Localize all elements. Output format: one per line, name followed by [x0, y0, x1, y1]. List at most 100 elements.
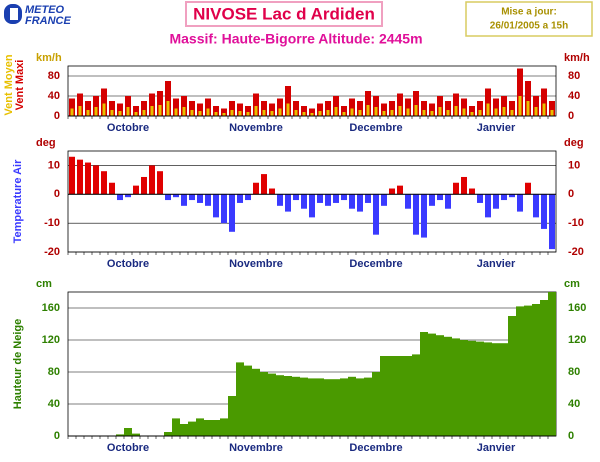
bar [373, 194, 379, 235]
bar [389, 101, 395, 116]
bar [77, 159, 83, 195]
bar [437, 194, 443, 201]
bar [524, 305, 532, 436]
bar [237, 194, 243, 203]
bar [316, 378, 324, 436]
bar [85, 101, 91, 116]
bar [172, 418, 180, 436]
bar [550, 110, 554, 116]
bar [102, 103, 106, 116]
bar [477, 194, 483, 203]
bar [492, 343, 500, 436]
bar [188, 421, 196, 436]
bar [197, 103, 203, 116]
bar [180, 424, 188, 436]
bar [77, 93, 83, 116]
bar [213, 106, 219, 116]
bar [405, 194, 411, 209]
bar [446, 110, 450, 116]
y-tick-label: 40 [568, 398, 580, 410]
bar [485, 88, 491, 116]
legend-label: Vent Moyen [3, 54, 15, 115]
legend-label: Vent Maxi [14, 60, 26, 111]
bar [244, 365, 252, 436]
x-tick-label: Novembre [229, 442, 283, 454]
bar [261, 101, 267, 116]
update-text: 26/01/2005 a 15h [490, 21, 568, 32]
bar [268, 373, 276, 436]
bar [381, 194, 387, 206]
bar [285, 194, 291, 212]
bar [221, 194, 227, 224]
bar [493, 194, 499, 209]
y-tick-label: 0 [568, 430, 574, 442]
bar [486, 103, 490, 116]
unit-label: deg [36, 137, 56, 149]
update-text: Mise a jour: [501, 7, 557, 18]
bar [500, 343, 508, 436]
bar [284, 376, 292, 436]
bar [396, 356, 404, 436]
bar [372, 372, 380, 436]
bar [388, 356, 396, 436]
bar [133, 106, 139, 116]
bar [534, 107, 538, 116]
bar [308, 378, 316, 436]
subtitle: Massif: Haute-Bigorre Altitude: 2445m [169, 31, 422, 47]
bar [70, 108, 74, 116]
y-tick-label: 0 [568, 110, 574, 122]
y-tick-label: 0 [54, 110, 60, 122]
bar [126, 107, 130, 116]
bar [189, 101, 195, 116]
bar [405, 98, 411, 116]
bar [149, 165, 155, 195]
bar [158, 105, 162, 116]
bar [182, 107, 186, 116]
bar [358, 110, 362, 116]
bar [269, 103, 275, 116]
y-tick-label: 120 [42, 334, 60, 346]
bar [445, 194, 451, 209]
bar [109, 101, 115, 116]
bar [420, 332, 428, 436]
y-tick-label: 40 [568, 90, 580, 102]
bar [302, 112, 306, 116]
bar [293, 194, 299, 201]
bar [190, 110, 194, 116]
bar [413, 194, 419, 235]
bar [270, 111, 274, 116]
bar [197, 194, 203, 203]
bar [382, 111, 386, 116]
bar [493, 98, 499, 116]
bar [101, 88, 107, 116]
bar [350, 108, 354, 116]
y-tick-label: 160 [42, 302, 60, 314]
bar [78, 106, 82, 116]
bar [365, 91, 371, 116]
bar [397, 93, 403, 116]
bar [150, 106, 154, 116]
bar [334, 107, 338, 116]
bar [166, 101, 170, 116]
bar [294, 110, 298, 116]
bar [373, 96, 379, 116]
bar [293, 101, 299, 116]
bar [318, 111, 322, 116]
bar [470, 112, 474, 116]
unit-label: cm [36, 278, 52, 290]
bar [380, 356, 388, 436]
x-tick-label: Decembre [349, 258, 402, 270]
bar [326, 110, 330, 116]
bar [340, 378, 348, 436]
bar [525, 81, 531, 116]
y-tick-label: 80 [48, 70, 60, 82]
bar [348, 376, 356, 436]
bar [356, 378, 364, 436]
bar [414, 105, 418, 116]
bar [262, 110, 266, 116]
bar [366, 105, 370, 116]
bar [141, 176, 147, 195]
bar [397, 185, 403, 195]
bar [157, 91, 163, 116]
